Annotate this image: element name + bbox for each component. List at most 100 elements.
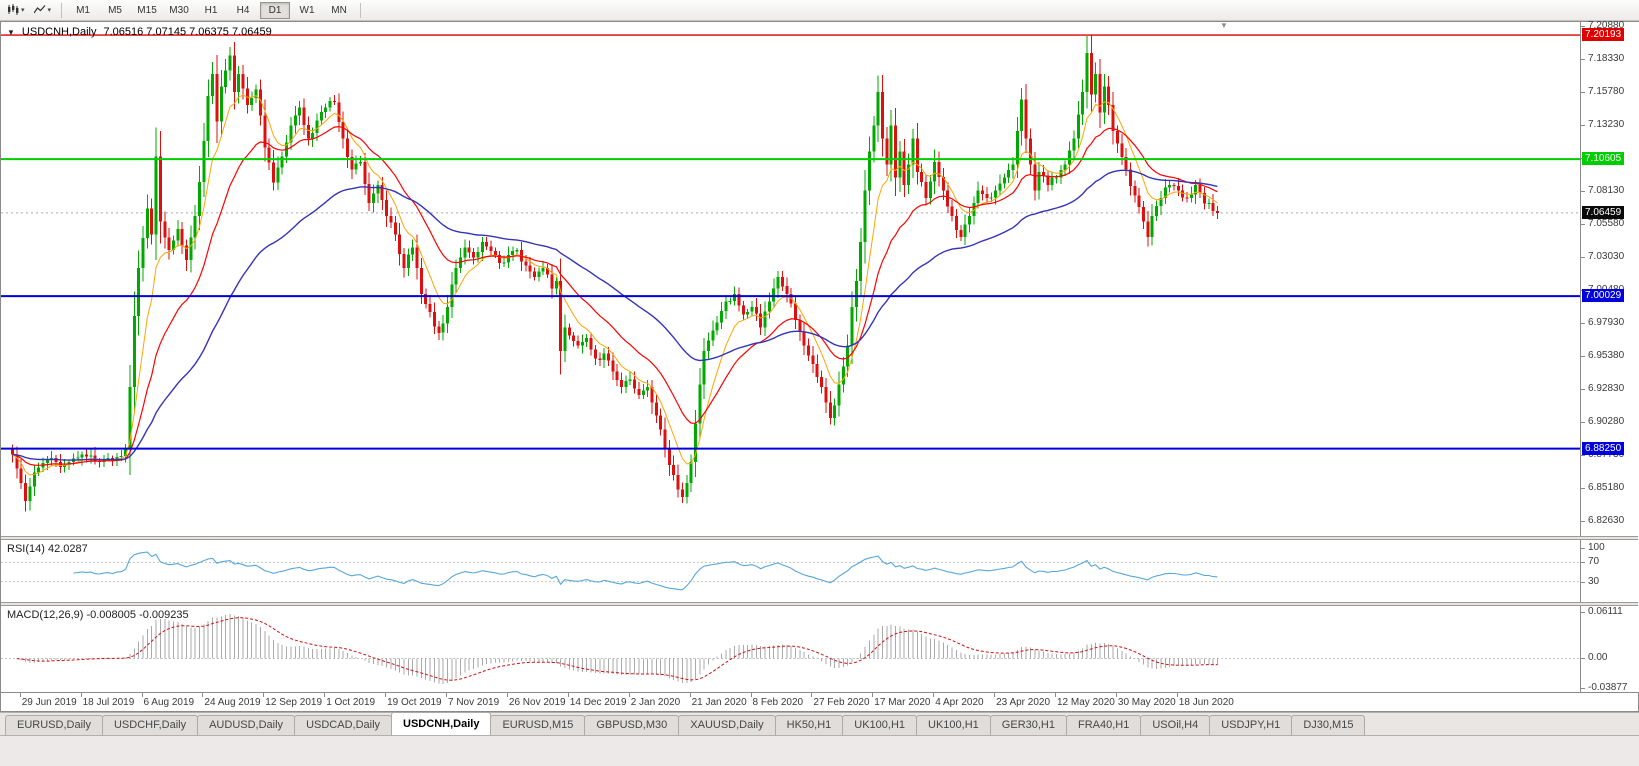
chart-tab-dj30-m15[interactable]: DJ30,M15 — [1291, 715, 1366, 735]
price-tick-label: 6.92830 — [1581, 383, 1624, 395]
macd-axis-label: -0.03877 — [1581, 682, 1627, 694]
time-tick — [202, 693, 204, 697]
time-tick — [263, 693, 265, 697]
chart-tab-usdjpy-h1[interactable]: USDJPY,H1 — [1209, 715, 1293, 735]
chart-tab-gbpusd-m30[interactable]: GBPUSD,M30 — [584, 715, 680, 735]
time-tick — [1176, 693, 1178, 697]
date-label: 27 Feb 2020 — [813, 697, 870, 708]
line-price-label: 7.00029 — [1582, 289, 1625, 303]
price-tick-label: 6.90280 — [1581, 416, 1624, 428]
chart-tab-usdcnh-daily[interactable]: USDCNH,Daily — [391, 712, 492, 735]
time-tick — [689, 693, 691, 697]
chart-tab-uk100-h1[interactable]: UK100,H1 — [916, 715, 991, 735]
moving-average-55 — [12, 169, 1218, 461]
candles — [11, 35, 1219, 512]
time-tick — [385, 693, 387, 697]
macd-histogram — [16, 614, 1218, 684]
date-label: 17 Mar 2020 — [874, 697, 931, 708]
timeframe-button-m30[interactable]: M30 — [169, 4, 189, 16]
chart-tabs: EURUSD,Daily USDCHF,Daily AUDUSD,Daily USDC… — [0, 712, 1639, 736]
time-tick — [750, 693, 752, 697]
time-tick — [933, 693, 935, 697]
price-axis[interactable]: 7.208807.183307.157807.132307.106807.081… — [1580, 20, 1639, 694]
one-click-trading-icon[interactable]: ▼ — [7, 27, 15, 37]
dropdown-caret-icon: ▾ — [47, 6, 52, 14]
pane-separator[interactable] — [1, 602, 1638, 606]
chart-tab-eurusd-m15[interactable]: EURUSD,M15 — [490, 715, 586, 735]
main-price-pane[interactable] — [1, 22, 1580, 536]
price-tick-label: 6.82630 — [1581, 515, 1624, 527]
date-label: 12 May 2020 — [1057, 697, 1115, 708]
time-tick — [446, 693, 447, 697]
time-tick — [506, 693, 508, 697]
time-tick — [567, 693, 569, 697]
date-label: 29 Jun 2019 — [21, 697, 77, 708]
price-tick-label: 7.05580 — [1581, 218, 1624, 230]
macd-pane[interactable] — [1, 606, 1580, 692]
price-tick-label: 7.18330 — [1581, 53, 1624, 65]
price-tick-label: 6.87730 — [1581, 449, 1624, 461]
chart-symbol-label: USDCNH,Daily — [21, 26, 97, 38]
chart-tab-fra40-h1[interactable]: FRA40,H1 — [1066, 715, 1142, 735]
timeframe-button-m1[interactable]: M1 — [76, 4, 90, 16]
toolbar-separator — [360, 2, 362, 18]
time-axis[interactable]: 29 Jun 2019 18 Jul 2019 6 Aug 2019 24 Aug 2… — [1, 692, 1638, 711]
date-label: 12 Sep 2019 — [265, 697, 323, 708]
timeframe-button-mn[interactable]: MN — [331, 4, 347, 16]
rsi-indicator-label: RSI(14) 42.0287 — [7, 543, 88, 555]
timeframe-button-h4[interactable]: H4 — [236, 4, 250, 16]
date-label: 8 Feb 2020 — [752, 697, 804, 708]
chart-window: 7.208807.183307.157807.132307.106807.081… — [0, 20, 1639, 712]
moving-average-8 — [12, 94, 1218, 476]
chart-tab-hk50-h1[interactable]: HK50,H1 — [774, 715, 844, 735]
time-tick — [141, 693, 143, 697]
timeframe-button-h1[interactable]: H1 — [204, 4, 218, 16]
toolbar-separator — [61, 2, 63, 18]
rsi-line — [73, 551, 1218, 591]
current-price-label: 7.06459 — [1582, 205, 1625, 219]
timeframe-button-d1[interactable]: D1 — [260, 1, 291, 19]
time-tick — [872, 693, 874, 697]
date-label: 6 Aug 2019 — [143, 697, 195, 708]
candlestick-chart-icon — [8, 4, 19, 15]
chart-type-button[interactable]: ▾ — [3, 1, 29, 20]
rsi-axis-label: 30 — [1581, 576, 1599, 588]
timeframe-button-w1[interactable]: W1 — [299, 4, 315, 16]
date-label: 18 Jul 2019 — [82, 697, 135, 708]
chart-tab-eurusd-daily[interactable]: EURUSD,Daily — [5, 715, 103, 735]
timeframe-buttons: M1 M5 M15 M30 H1 H4 D1 W1 MN — [67, 1, 355, 19]
chart-tab-xauusd-daily[interactable]: XAUUSD,Daily — [678, 715, 776, 735]
date-label: 23 Apr 2020 — [996, 697, 1051, 708]
date-label: 21 Jan 2020 — [691, 697, 747, 708]
line-chart-icon — [33, 5, 45, 14]
price-tick-label: 6.95380 — [1581, 350, 1624, 362]
chart-title: ▼ USDCNH,Daily 7.06516 7.07145 7.06375 7… — [7, 26, 272, 38]
price-tick-label: 7.15780 — [1581, 86, 1624, 98]
chart-tab-usdcad-daily[interactable]: USDCAD,Daily — [294, 715, 393, 735]
chart-shift-marker[interactable]: ▼ — [1220, 21, 1228, 30]
chart-tab-audusd-daily[interactable]: AUDUSD,Daily — [197, 715, 296, 735]
line-price-label: 7.10605 — [1582, 152, 1625, 166]
pane-separator[interactable] — [1, 536, 1638, 540]
rsi-pane[interactable] — [1, 540, 1580, 602]
timeframe-button-m5[interactable]: M5 — [108, 4, 122, 16]
chart-ohlc-values: 7.06516 7.07145 7.06375 7.06459 — [103, 26, 272, 38]
chart-tab-uk100-h1[interactable]: UK100,H1 — [842, 715, 918, 735]
chart-tab-ger30-h1[interactable]: GER30,H1 — [989, 715, 1067, 735]
rsi-axis-label: 70 — [1581, 556, 1599, 568]
price-tick-label: 6.97930 — [1581, 317, 1624, 329]
date-label: 24 Aug 2019 — [204, 697, 261, 708]
date-label: 30 May 2020 — [1117, 697, 1176, 708]
date-label: 1 Oct 2019 — [326, 697, 376, 708]
macd-axis-label: 0.00 — [1581, 652, 1607, 664]
date-label: 19 Oct 2019 — [387, 697, 442, 708]
indicators-button[interactable]: ▾ — [30, 1, 56, 20]
date-label: 4 Apr 2020 — [935, 697, 984, 708]
timeframe-button-m15[interactable]: M15 — [137, 4, 157, 16]
chart-tab-usoil-h4[interactable]: USOil,H4 — [1140, 715, 1211, 735]
time-tick — [19, 693, 21, 697]
price-tick-label: 7.08130 — [1581, 185, 1624, 197]
time-tick — [324, 693, 326, 697]
time-tick — [811, 693, 813, 697]
chart-tab-usdchf-daily[interactable]: USDCHF,Daily — [101, 715, 199, 735]
